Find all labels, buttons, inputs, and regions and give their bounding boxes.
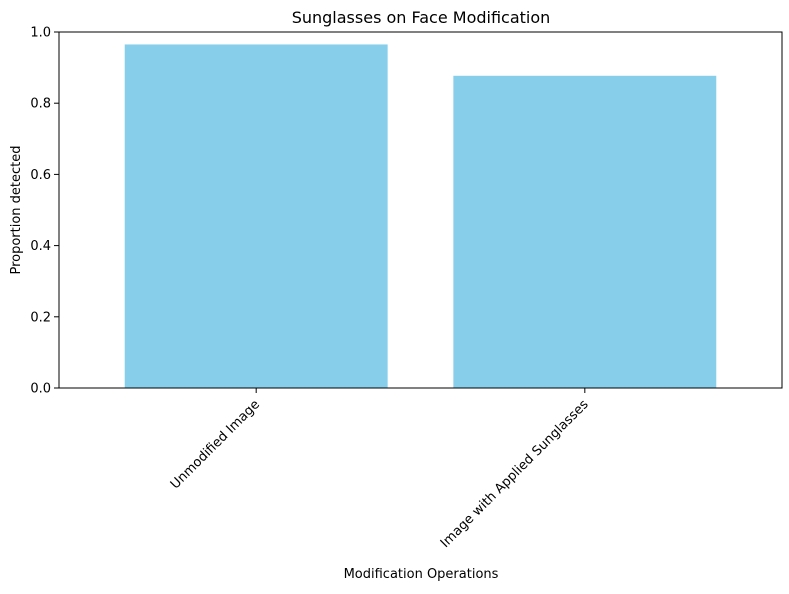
y-tick-label: 0.2 [30, 310, 51, 325]
x-tick-label: Image with Applied Sunglasses [438, 397, 592, 551]
bar [453, 75, 717, 388]
chart-title: Sunglasses on Face Modification [292, 8, 551, 27]
y-tick-label: 0.0 [30, 382, 51, 397]
y-axis: 0.0 0.2 0.4 0.6 0.8 1.0 [30, 26, 59, 397]
y-tick-label: 0.4 [30, 239, 51, 254]
y-tick-label: 0.6 [30, 168, 51, 183]
bar [124, 44, 388, 389]
x-axis-label: Modification Operations [344, 567, 499, 582]
x-axis: Unmodified Image Image with Applied Sungl… [168, 388, 592, 551]
plot-frame [58, 31, 783, 389]
bars-layer [124, 44, 717, 389]
y-tick-label: 1.0 [30, 26, 51, 41]
y-axis-label: Proportion detected [9, 145, 24, 274]
x-tick-label: Unmodified Image [168, 397, 263, 492]
y-tick-label: 0.8 [30, 97, 51, 112]
